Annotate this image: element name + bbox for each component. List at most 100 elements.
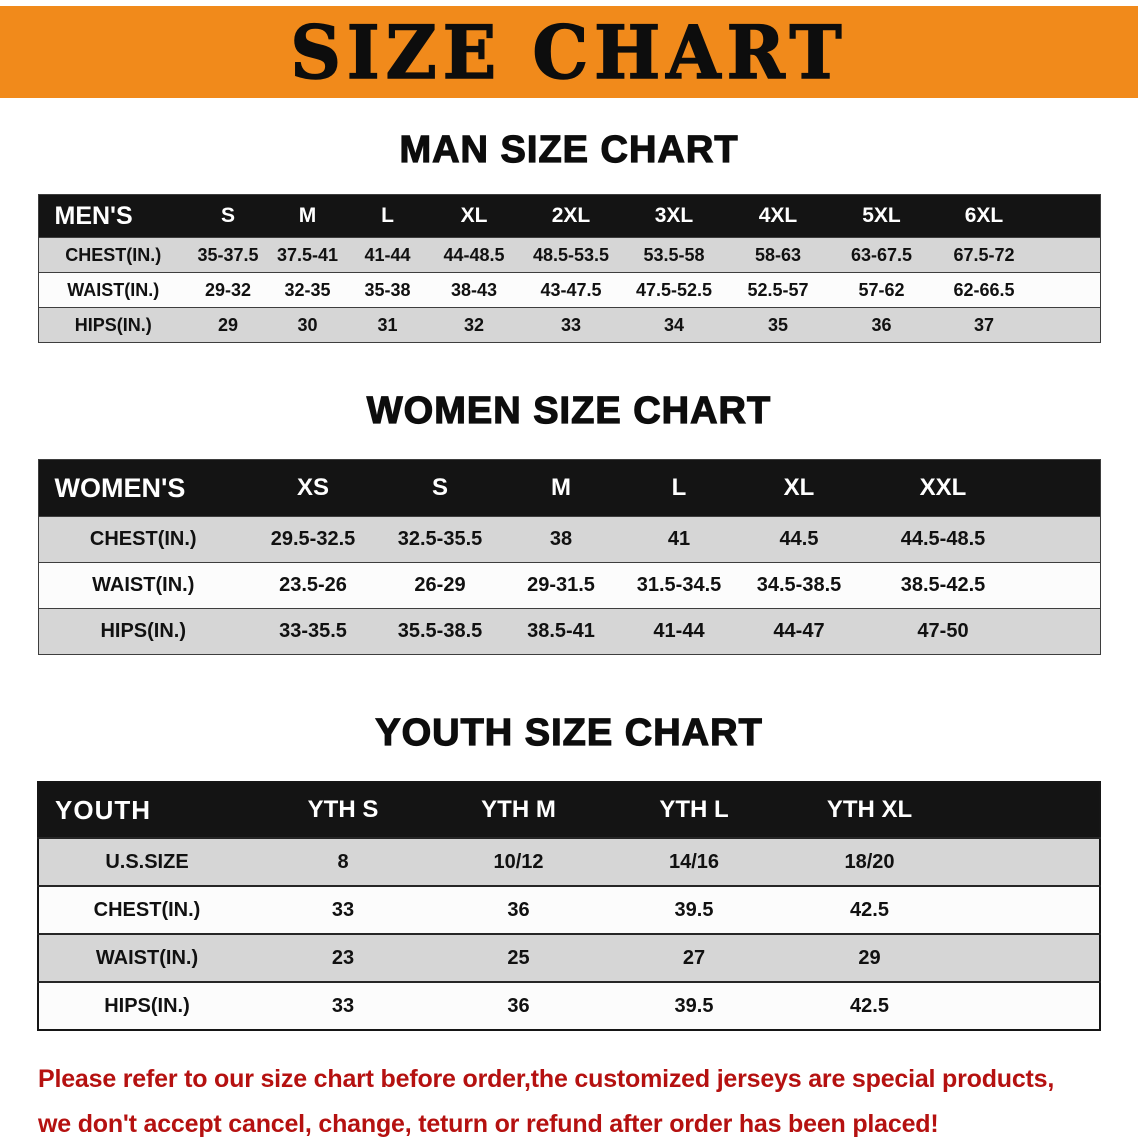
table-row: U.S.SIZE 8 10/12 14/16 18/20 — [38, 838, 1100, 886]
size-value-cell: 29-31.5 — [527, 574, 595, 596]
row-label: WAIST(IN.) — [67, 279, 160, 300]
size-column-header: 3XL — [654, 204, 694, 227]
size-column-header: 2XL — [551, 204, 591, 227]
women-size-table: WOMEN'S XS S M L XL XXL CHEST(IN.) 29.5-32.5 32.5… — [37, 459, 1101, 655]
men-size-section: MAN SIZE CHART MEN'S S M L XL 2XL 3XL 4XL 5XL 6XL… — [0, 128, 1138, 343]
size-value-cell: 31 — [377, 314, 398, 335]
size-value-cell: 23 — [331, 946, 355, 969]
youth-size-table: YOUTH YTH S YTH M YTH L YTH XL U.S.SIZE 8 10/12… — [37, 781, 1101, 1031]
size-value-cell: 36 — [871, 314, 892, 335]
row-spacer-cell — [957, 886, 1100, 934]
size-value-cell: 25 — [507, 946, 530, 969]
row-spacer-cell — [957, 934, 1100, 982]
size-value-cell: 32-35 — [284, 279, 331, 300]
size-value-cell: 27 — [682, 946, 706, 969]
size-value-cell: 47.5-52.5 — [635, 279, 713, 300]
size-value-cell: 36 — [507, 898, 530, 921]
size-column-header: L — [671, 474, 687, 501]
table-row: HIPS(IN.) 33 36 39.5 42.5 — [38, 982, 1100, 1030]
size-value-cell: 38-43 — [450, 279, 498, 300]
size-value-cell: 35-38 — [364, 279, 411, 300]
table-row: CHEST(IN.) 29.5-32.5 32.5-35.5 38 41 44.5 44.5… — [38, 516, 1100, 563]
row-label: CHEST(IN.) — [93, 898, 201, 921]
size-value-cell: 44.5-48.5 — [900, 528, 986, 550]
table-row: CHEST(IN.) 33 36 39.5 42.5 — [38, 886, 1100, 934]
size-value-cell: 29.5-32.5 — [270, 528, 356, 550]
size-value-cell: 26-29 — [414, 574, 466, 596]
size-value-cell: 36 — [507, 994, 530, 1017]
table-header-row: MEN'S S M L XL 2XL 3XL 4XL 5XL 6XL — [38, 194, 1100, 238]
size-value-cell: 38 — [549, 528, 573, 550]
row-label: HIPS(IN.) — [74, 314, 152, 335]
row-label: WAIST(IN.) — [95, 946, 199, 969]
row-spacer-cell — [1035, 238, 1100, 273]
size-value-cell: 67.5-72 — [953, 244, 1015, 265]
size-value-cell: 41-44 — [653, 620, 705, 642]
size-value-cell: 37.5-41 — [276, 244, 339, 265]
size-value-cell: 57-62 — [858, 279, 905, 300]
size-value-cell: 34 — [663, 314, 685, 335]
size-column-header: YTH L — [659, 796, 729, 823]
row-label: HIPS(IN.) — [100, 620, 187, 642]
row-label: WAIST(IN.) — [92, 574, 195, 596]
size-value-cell: 41-44 — [364, 244, 411, 265]
size-value-cell: 18/20 — [844, 850, 895, 873]
size-value-cell: 33-35.5 — [279, 620, 347, 642]
table-row: WAIST(IN.) 23 25 27 29 — [38, 934, 1100, 982]
size-value-cell: 58-63 — [754, 244, 802, 265]
size-value-cell: 37 — [973, 314, 995, 335]
table-row: WAIST(IN.) 23.5-26 26-29 29-31.5 31.5-34.5 34… — [38, 562, 1100, 609]
size-value-cell: 48.5-53.5 — [532, 244, 610, 265]
row-spacer-cell — [957, 982, 1100, 1030]
size-value-cell: 42.5 — [850, 898, 889, 921]
size-value-cell: 34.5-38.5 — [756, 574, 842, 596]
youth-section-heading: YOUTH SIZE CHART — [375, 711, 763, 754]
size-value-cell: 29 — [858, 946, 881, 969]
size-value-cell: 43-47.5 — [540, 279, 602, 300]
row-label: CHEST(IN.) — [65, 244, 162, 265]
size-value-cell: 29 — [217, 314, 239, 335]
size-column-header: XL — [783, 474, 815, 501]
row-label: CHEST(IN.) — [89, 528, 197, 550]
size-column-header: S — [431, 474, 448, 501]
table-row: HIPS(IN.) 33-35.5 35.5-38.5 38.5-41 41-44 44-… — [38, 608, 1100, 655]
size-value-cell: 32.5-35.5 — [397, 528, 483, 550]
size-value-cell: 39.5 — [674, 994, 714, 1017]
youth-size-section: YOUTH SIZE CHART YOUTH YTH S YTH M YTH L YTH… — [0, 711, 1138, 1031]
row-label: U.S.SIZE — [105, 850, 189, 873]
size-value-cell: 33 — [560, 314, 582, 335]
size-value-cell: 35-37.5 — [197, 244, 259, 265]
row-spacer-cell — [1026, 563, 1100, 609]
size-column-header: XL — [460, 204, 488, 227]
size-value-cell: 44-47 — [773, 620, 825, 642]
size-value-cell: 23.5-26 — [279, 574, 347, 596]
row-spacer-cell — [1026, 609, 1100, 655]
women-size-section: WOMEN SIZE CHART WOMEN'S XS S M L XL XXL CHEST(… — [0, 389, 1138, 655]
table-row: HIPS(IN.) 29 30 31 32 33 34 35 36 37 — [38, 307, 1100, 343]
size-value-cell: 47-50 — [917, 620, 969, 642]
size-column-header: YTH M — [481, 796, 556, 823]
size-value-cell: 33 — [331, 898, 355, 921]
notice-line-1: Please refer to our size chart before or… — [38, 1065, 1055, 1093]
size-value-cell: 63-67.5 — [850, 244, 913, 265]
size-chart-page: SIZE CHART MAN SIZE CHART MEN'S S M L XL 2XL 3… — [0, 6, 1138, 1138]
size-column-header: L — [381, 204, 394, 227]
page-title: SIZE CHART — [290, 8, 848, 97]
size-value-cell: 38.5-41 — [527, 620, 595, 642]
size-value-cell: 35 — [767, 314, 789, 335]
row-label: HIPS(IN.) — [104, 994, 190, 1017]
size-value-cell: 52.5-57 — [747, 279, 809, 300]
men-section-heading: MAN SIZE CHART — [399, 128, 739, 171]
size-value-cell: 31.5-34.5 — [636, 574, 722, 596]
table-title-cell: WOMEN'S — [54, 472, 186, 503]
size-value-cell: 44-48.5 — [443, 244, 505, 265]
size-column-header: XXL — [919, 474, 967, 501]
size-column-header: YTH XL — [826, 796, 913, 823]
men-size-table: MEN'S S M L XL 2XL 3XL 4XL 5XL 6XL CHEST(IN.) 35-37… — [37, 194, 1101, 343]
size-value-cell: 14/16 — [668, 850, 720, 873]
size-column-header: S — [220, 204, 235, 227]
row-spacer-cell — [957, 838, 1100, 886]
size-column-header: M — [551, 474, 571, 501]
header-spacer-cell — [957, 782, 1100, 838]
table-row: CHEST(IN.) 35-37.5 37.5-41 41-44 44-48.5 48.5… — [38, 237, 1100, 273]
